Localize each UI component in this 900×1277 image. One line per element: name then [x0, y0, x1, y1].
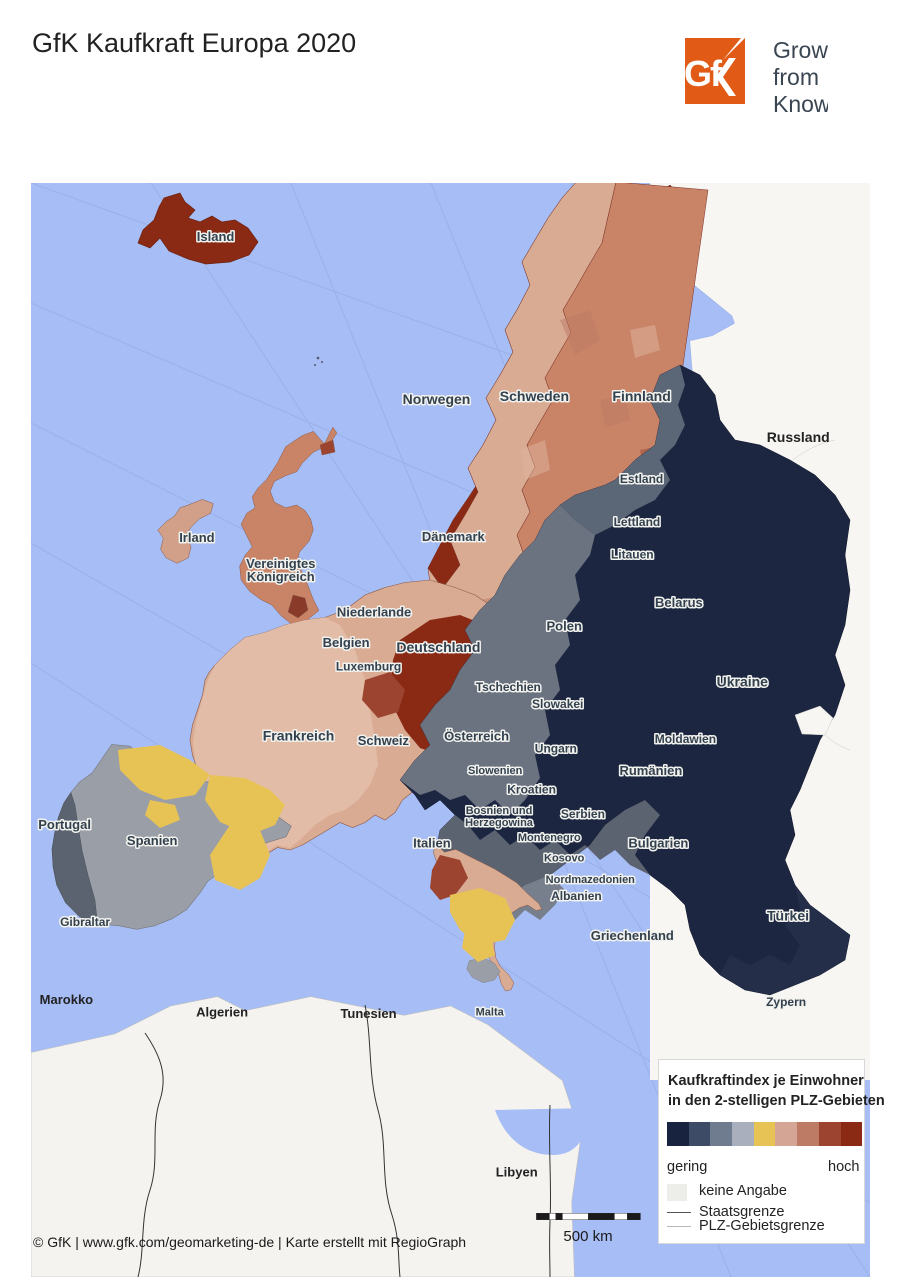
svg-text:Dänemark: Dänemark	[422, 529, 486, 544]
svg-text:Deutschland: Deutschland	[396, 639, 480, 655]
svg-text:Bulgarien: Bulgarien	[628, 836, 688, 851]
svg-text:Albanien: Albanien	[551, 889, 602, 903]
svg-text:Türkei: Türkei	[767, 907, 809, 923]
svg-text:Schweden: Schweden	[500, 388, 569, 404]
svg-text:Libyen: Libyen	[496, 1165, 538, 1180]
svg-text:Growth: Growth	[773, 37, 828, 63]
svg-text:Ukraine: Ukraine	[717, 673, 769, 689]
svg-text:Spanien: Spanien	[127, 833, 178, 848]
svg-text:Niederlande: Niederlande	[337, 605, 411, 620]
svg-text:Tunesien: Tunesien	[340, 1006, 396, 1021]
svg-text:Lettland: Lettland	[614, 515, 661, 529]
svg-text:© GfK | www.gfk.com/geomarketi: © GfK | www.gfk.com/geomarketing-de | Ka…	[33, 1234, 466, 1250]
svg-text:Marokko: Marokko	[40, 992, 94, 1007]
svg-text:Litauen: Litauen	[611, 548, 654, 562]
svg-text:Ungarn: Ungarn	[535, 742, 577, 756]
svg-text:Frankreich: Frankreich	[263, 727, 335, 743]
svg-text:500 km: 500 km	[563, 1228, 612, 1245]
svg-text:Kosovo: Kosovo	[544, 853, 585, 865]
svg-text:Herzegowina: Herzegowina	[465, 817, 534, 829]
svg-text:Belgien: Belgien	[323, 635, 370, 650]
svg-text:Russland: Russland	[767, 429, 830, 445]
svg-text:Polen: Polen	[546, 619, 581, 634]
svg-text:Königreich: Königreich	[247, 569, 315, 584]
svg-text:Moldawien: Moldawien	[655, 732, 716, 746]
svg-text:Montenegro: Montenegro	[518, 832, 581, 844]
svg-text:Rumänien: Rumänien	[619, 763, 682, 778]
svg-text:Zypern: Zypern	[766, 995, 806, 1009]
svg-text:Tschechien: Tschechien	[476, 680, 541, 694]
svg-text:Schweiz: Schweiz	[358, 733, 410, 748]
svg-text:Österreich: Österreich	[444, 728, 509, 743]
svg-text:Belarus: Belarus	[655, 595, 703, 610]
svg-text:Portugal: Portugal	[38, 817, 91, 832]
svg-text:Nordmazedonien: Nordmazedonien	[546, 874, 636, 886]
svg-text:Malta: Malta	[476, 1006, 505, 1018]
svg-text:Algerien: Algerien	[196, 1004, 248, 1019]
svg-text:Finnland: Finnland	[612, 388, 670, 404]
svg-text:Slowenien: Slowenien	[468, 765, 523, 777]
svg-text:Island: Island	[197, 229, 235, 244]
svg-text:G: G	[684, 53, 710, 94]
svg-text:Serbien: Serbien	[561, 807, 605, 821]
svg-text:Knowledge: Knowledge	[773, 91, 828, 117]
svg-text:from: from	[773, 64, 819, 90]
svg-text:Slowakei: Slowakei	[532, 697, 583, 711]
svg-text:Bosnien und: Bosnien und	[466, 805, 533, 817]
svg-text:Italien: Italien	[413, 836, 451, 851]
svg-text:Irland: Irland	[179, 530, 214, 545]
svg-text:Norwegen: Norwegen	[403, 391, 471, 407]
svg-text:Gibraltar: Gibraltar	[60, 915, 110, 929]
svg-text:Griechenland: Griechenland	[591, 928, 674, 943]
svg-text:Kroatien: Kroatien	[507, 783, 556, 797]
svg-text:Estland: Estland	[620, 472, 663, 486]
svg-text:Luxemburg: Luxemburg	[336, 660, 401, 674]
